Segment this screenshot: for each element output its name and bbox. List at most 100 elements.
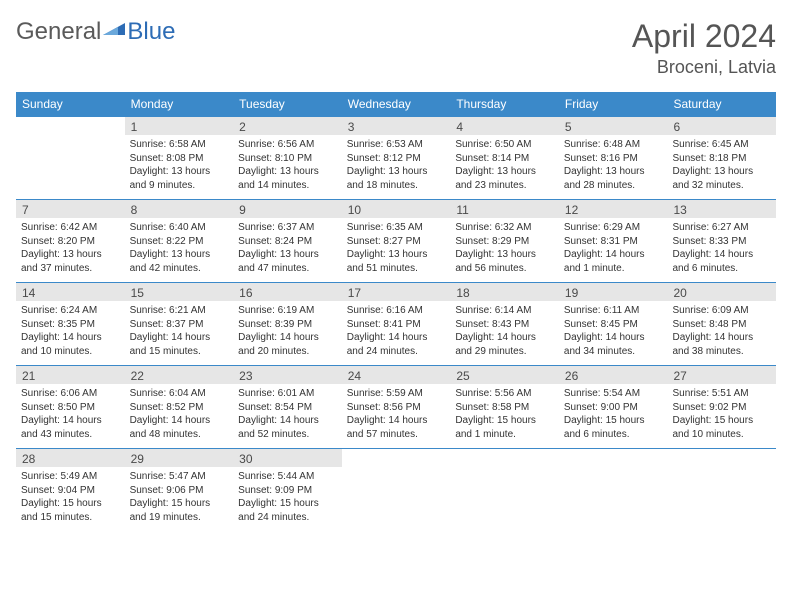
- day-number: 22: [125, 366, 234, 384]
- sunset-line: Sunset: 8:35 PM: [21, 318, 120, 332]
- daylight-line: Daylight: 13 hours and 51 minutes.: [347, 248, 446, 275]
- day-content: [450, 467, 559, 476]
- day-content: Sunrise: 5:59 AMSunset: 8:56 PMDaylight:…: [342, 384, 451, 447]
- daylight-line: Daylight: 13 hours and 56 minutes.: [455, 248, 554, 275]
- day-cell: 20Sunrise: 6:09 AMSunset: 8:48 PMDayligh…: [667, 283, 776, 365]
- day-number: 29: [125, 449, 234, 467]
- day-cell: 22Sunrise: 6:04 AMSunset: 8:52 PMDayligh…: [125, 366, 234, 448]
- day-cell: 12Sunrise: 6:29 AMSunset: 8:31 PMDayligh…: [559, 200, 668, 282]
- sunrise-line: Sunrise: 5:54 AM: [564, 387, 663, 401]
- sunrise-line: Sunrise: 6:50 AM: [455, 138, 554, 152]
- day-cell: 24Sunrise: 5:59 AMSunset: 8:56 PMDayligh…: [342, 366, 451, 448]
- day-number: 17: [342, 283, 451, 301]
- sunset-line: Sunset: 8:24 PM: [238, 235, 337, 249]
- sunrise-line: Sunrise: 6:42 AM: [21, 221, 120, 235]
- day-number: 2: [233, 117, 342, 135]
- day-cell: 26Sunrise: 5:54 AMSunset: 9:00 PMDayligh…: [559, 366, 668, 448]
- sunrise-line: Sunrise: 6:29 AM: [564, 221, 663, 235]
- daylight-line: Daylight: 14 hours and 38 minutes.: [672, 331, 771, 358]
- day-content: Sunrise: 6:50 AMSunset: 8:14 PMDaylight:…: [450, 135, 559, 198]
- sunrise-line: Sunrise: 6:48 AM: [564, 138, 663, 152]
- day-content: Sunrise: 6:01 AMSunset: 8:54 PMDaylight:…: [233, 384, 342, 447]
- sunrise-line: Sunrise: 6:14 AM: [455, 304, 554, 318]
- title-location: Broceni, Latvia: [632, 57, 776, 78]
- day-number: 14: [16, 283, 125, 301]
- day-header-cell: Monday: [125, 92, 234, 116]
- day-content: Sunrise: 6:04 AMSunset: 8:52 PMDaylight:…: [125, 384, 234, 447]
- sunset-line: Sunset: 8:14 PM: [455, 152, 554, 166]
- day-number: 20: [667, 283, 776, 301]
- day-cell: 13Sunrise: 6:27 AMSunset: 8:33 PMDayligh…: [667, 200, 776, 282]
- day-header-cell: Sunday: [16, 92, 125, 116]
- day-content: Sunrise: 6:16 AMSunset: 8:41 PMDaylight:…: [342, 301, 451, 364]
- sunset-line: Sunset: 8:31 PM: [564, 235, 663, 249]
- day-cell: 1Sunrise: 6:58 AMSunset: 8:08 PMDaylight…: [125, 117, 234, 199]
- logo-triangle-icon: [103, 20, 125, 36]
- day-cell: 29Sunrise: 5:47 AMSunset: 9:06 PMDayligh…: [125, 449, 234, 531]
- day-cell: 3Sunrise: 6:53 AMSunset: 8:12 PMDaylight…: [342, 117, 451, 199]
- sunrise-line: Sunrise: 6:53 AM: [347, 138, 446, 152]
- logo-text-general: General: [16, 18, 101, 46]
- day-number: 1: [125, 117, 234, 135]
- day-content: Sunrise: 5:54 AMSunset: 9:00 PMDaylight:…: [559, 384, 668, 447]
- sunset-line: Sunset: 8:20 PM: [21, 235, 120, 249]
- day-cell: 25Sunrise: 5:56 AMSunset: 8:58 PMDayligh…: [450, 366, 559, 448]
- sunset-line: Sunset: 9:04 PM: [21, 484, 120, 498]
- day-number: 6: [667, 117, 776, 135]
- week-row: 7Sunrise: 6:42 AMSunset: 8:20 PMDaylight…: [16, 199, 776, 282]
- sunrise-line: Sunrise: 5:56 AM: [455, 387, 554, 401]
- day-cell: 7Sunrise: 6:42 AMSunset: 8:20 PMDaylight…: [16, 200, 125, 282]
- day-content: Sunrise: 6:53 AMSunset: 8:12 PMDaylight:…: [342, 135, 451, 198]
- day-number: 3: [342, 117, 451, 135]
- day-cell: 11 Sunrise: 6:32 AMSunset: 8:29 PMDayligh…: [450, 200, 559, 282]
- sunrise-line: Sunrise: 6:09 AM: [672, 304, 771, 318]
- title-block: April 2024 Broceni, Latvia: [632, 18, 776, 78]
- day-number: [450, 449, 559, 467]
- day-cell: 23Sunrise: 6:01 AMSunset: 8:54 PMDayligh…: [233, 366, 342, 448]
- day-number: [342, 449, 451, 467]
- day-content: Sunrise: 5:47 AMSunset: 9:06 PMDaylight:…: [125, 467, 234, 530]
- sunrise-line: Sunrise: 6:32 AM: [455, 221, 554, 235]
- daylight-line: Daylight: 14 hours and 48 minutes.: [130, 414, 229, 441]
- day-number: 11: [450, 200, 559, 218]
- day-cell: 17Sunrise: 6:16 AMSunset: 8:41 PMDayligh…: [342, 283, 451, 365]
- sunrise-line: Sunrise: 6:24 AM: [21, 304, 120, 318]
- sunrise-line: Sunrise: 5:47 AM: [130, 470, 229, 484]
- daylight-line: Daylight: 14 hours and 1 minute.: [564, 248, 663, 275]
- day-number: 18: [450, 283, 559, 301]
- daylight-line: Daylight: 13 hours and 18 minutes.: [347, 165, 446, 192]
- day-content: Sunrise: 6:09 AMSunset: 8:48 PMDaylight:…: [667, 301, 776, 364]
- daylight-line: Daylight: 13 hours and 47 minutes.: [238, 248, 337, 275]
- day-number: [16, 117, 125, 135]
- day-content: Sunrise: 5:56 AMSunset: 8:58 PMDaylight:…: [450, 384, 559, 447]
- daylight-line: Daylight: 14 hours and 29 minutes.: [455, 331, 554, 358]
- sunrise-line: Sunrise: 5:49 AM: [21, 470, 120, 484]
- day-number: 7: [16, 200, 125, 218]
- day-number: 9: [233, 200, 342, 218]
- sunrise-line: Sunrise: 5:51 AM: [672, 387, 771, 401]
- day-content: Sunrise: 6:29 AMSunset: 8:31 PMDaylight:…: [559, 218, 668, 281]
- day-number: 4: [450, 117, 559, 135]
- day-content: [342, 467, 451, 476]
- day-cell: 6Sunrise: 6:45 AMSunset: 8:18 PMDaylight…: [667, 117, 776, 199]
- day-content: Sunrise: 6:42 AMSunset: 8:20 PMDaylight:…: [16, 218, 125, 281]
- sunset-line: Sunset: 8:29 PM: [455, 235, 554, 249]
- day-number: 30: [233, 449, 342, 467]
- daylight-line: Daylight: 14 hours and 15 minutes.: [130, 331, 229, 358]
- day-cell: 8Sunrise: 6:40 AMSunset: 8:22 PMDaylight…: [125, 200, 234, 282]
- day-number: 26: [559, 366, 668, 384]
- day-cell: [16, 117, 125, 199]
- daylight-line: Daylight: 14 hours and 52 minutes.: [238, 414, 337, 441]
- sunset-line: Sunset: 8:41 PM: [347, 318, 446, 332]
- day-content: [16, 135, 125, 144]
- daylight-line: Daylight: 15 hours and 1 minute.: [455, 414, 554, 441]
- day-content: [559, 467, 668, 476]
- sunrise-line: Sunrise: 6:01 AM: [238, 387, 337, 401]
- daylight-line: Daylight: 14 hours and 10 minutes.: [21, 331, 120, 358]
- day-cell: 18Sunrise: 6:14 AMSunset: 8:43 PMDayligh…: [450, 283, 559, 365]
- sunrise-line: Sunrise: 6:56 AM: [238, 138, 337, 152]
- day-number: [559, 449, 668, 467]
- day-content: Sunrise: 6:37 AMSunset: 8:24 PMDaylight:…: [233, 218, 342, 281]
- day-number: 28: [16, 449, 125, 467]
- daylight-line: Daylight: 13 hours and 37 minutes.: [21, 248, 120, 275]
